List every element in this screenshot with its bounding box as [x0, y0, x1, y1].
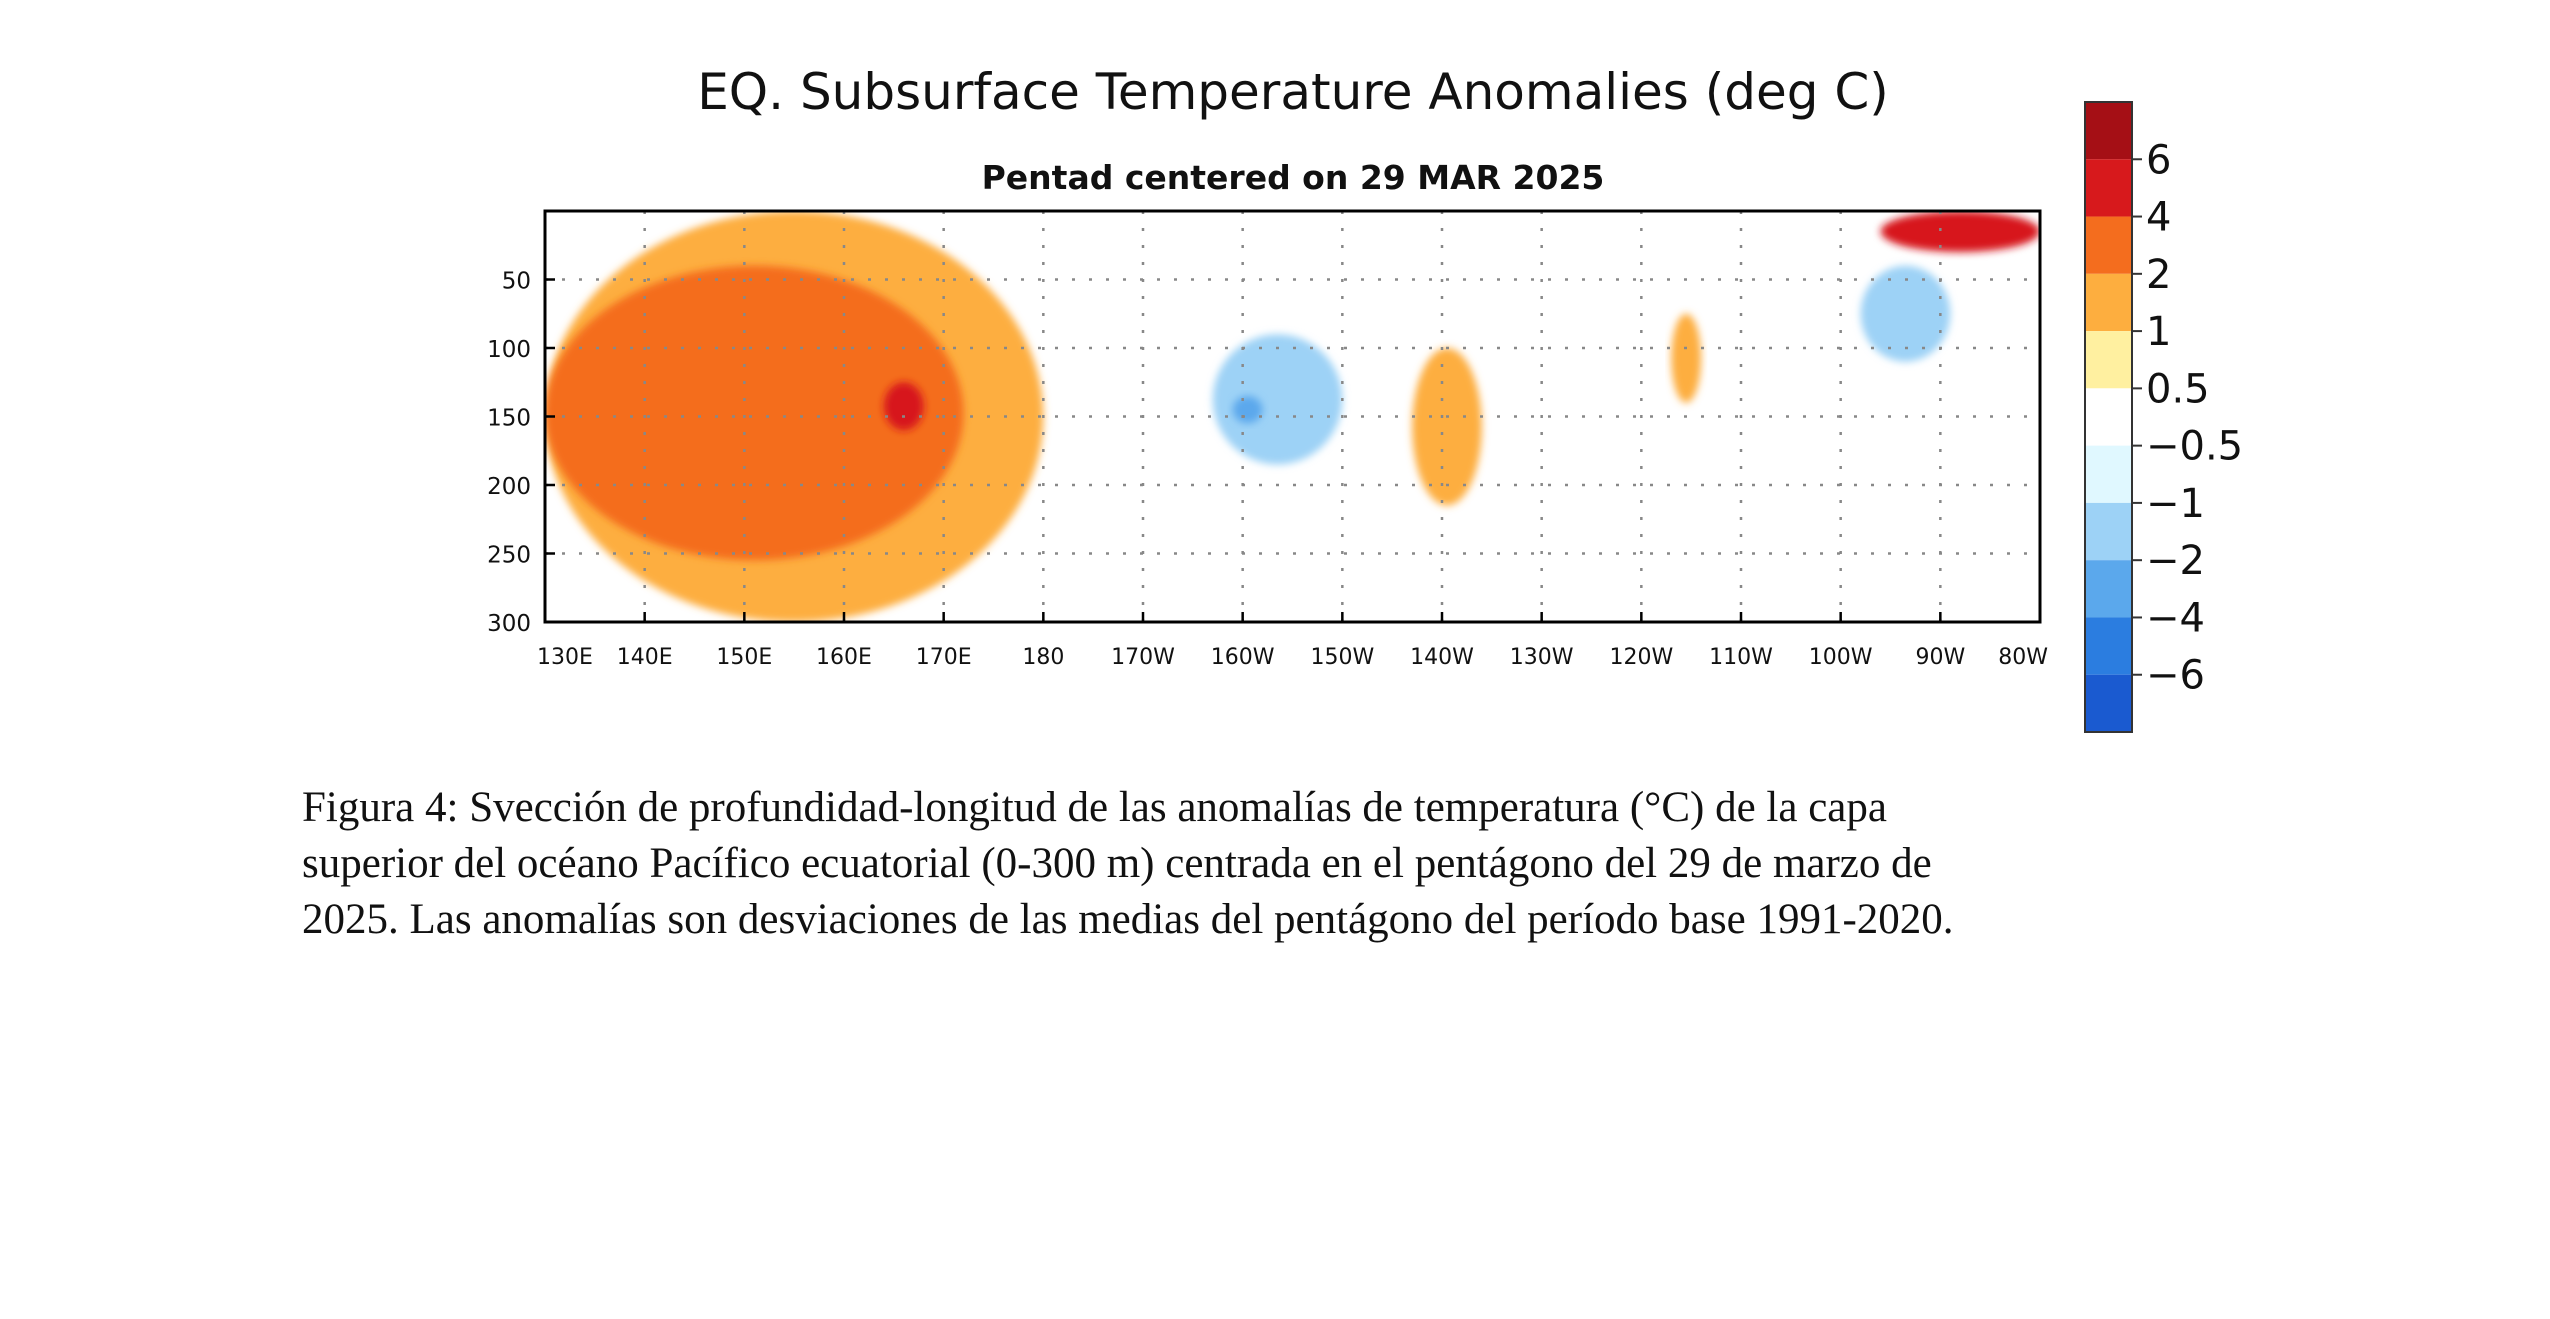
y-tick-label-5: 250	[487, 543, 531, 569]
y-tick-label-4: 200	[487, 474, 531, 500]
anomaly-region-6	[993, 211, 1741, 294]
y-tick-label-1: 50	[502, 269, 531, 295]
x-tick-label-1: 130E	[537, 645, 593, 670]
colorbar-swatch-7	[2085, 445, 2132, 503]
chart-title: EQ. Subsurface Temperature Anomalies (de…	[697, 63, 1889, 121]
anomaly-contours	[545, 211, 2040, 622]
y-tick-label-3: 150	[487, 406, 531, 432]
colorbar-swatch-6	[2085, 388, 2132, 446]
colorbar-label-1: 6	[2146, 137, 2171, 183]
anomaly-region-1	[545, 265, 964, 561]
colorbar-label-5: 0.5	[2146, 366, 2210, 412]
colorbar-label-3: 2	[2146, 252, 2171, 298]
caption-line-3: 2025. Las anomalías son desviaciones de …	[302, 896, 1954, 943]
colorbar-frame	[2084, 101, 2133, 733]
x-tick-label-7: 170W	[1111, 645, 1175, 670]
x-tick-label-10: 140W	[1410, 645, 1474, 670]
x-tick-label-9: 150W	[1310, 645, 1374, 670]
x-tick-label-2: 140E	[617, 645, 673, 670]
colorbar-label-10: −6	[2146, 653, 2205, 699]
colorbar-swatch-3	[2085, 216, 2132, 274]
caption-line-1: Figura 4: Svección de profundidad-longit…	[302, 784, 1887, 831]
x-tick-label-6: 180	[1022, 645, 1064, 670]
figure-caption: Figura 4: Svección de profundidad-longit…	[302, 780, 2302, 948]
x-tick-label-5: 170E	[916, 645, 972, 670]
colorbar-label-7: −1	[2146, 481, 2205, 527]
x-tick-label-8: 160W	[1211, 645, 1275, 670]
anomaly-region-4	[1212, 334, 1343, 465]
chart-subtitle: Pentad centered on 29 MAR 2025	[982, 158, 1605, 197]
colorbar-swatch-1	[2085, 102, 2132, 160]
colorbar-label-4: 1	[2146, 309, 2171, 355]
anomaly-region-2	[883, 382, 924, 431]
colorbar-swatch-5	[2085, 331, 2132, 389]
colorbar-swatch-4	[2085, 273, 2132, 332]
colorbar: 6 4 2 1 0.5 −0.5 −1 −2 −4 −6	[2084, 101, 2243, 733]
anomaly-figure: EQ. Subsurface Temperature Anomalies (de…	[487, 63, 2243, 733]
x-tick-label-16: 80W	[1998, 645, 2048, 670]
colorbar-label-6: −0.5	[2146, 424, 2243, 470]
plot-area: 130E 140E 150E 160E 170E 180 170W 160W 150W 140W 1…	[487, 209, 2048, 670]
anomaly-region-5	[1232, 395, 1263, 424]
anomaly-region-8	[1671, 313, 1702, 403]
anomaly-region-9	[1860, 265, 1951, 362]
x-tick-label-15: 90W	[1915, 645, 1965, 670]
gridlines	[545, 211, 2040, 622]
x-tick-label-14: 100W	[1809, 645, 1873, 670]
anomaly-region-7	[1412, 348, 1482, 506]
colorbar-swatch-9	[2085, 560, 2132, 618]
x-tick-label-3: 150E	[716, 645, 772, 670]
x-tick-label-12: 120W	[1609, 645, 1673, 670]
colorbar-swatch-8	[2085, 502, 2132, 561]
x-tick-label-4: 160E	[816, 645, 872, 670]
colorbar-label-9: −4	[2146, 595, 2205, 641]
colorbar-swatch-10	[2085, 617, 2132, 675]
y-tick-label-2: 100	[487, 337, 531, 363]
y-tick-label-6: 300	[487, 611, 531, 637]
anomaly-region-10	[1880, 211, 2040, 253]
caption-line-2: superior del océano Pacífico ecuatorial …	[302, 840, 1932, 887]
colorbar-swatch-2	[2085, 159, 2132, 217]
colorbar-label-2: 4	[2146, 195, 2171, 241]
colorbar-swatch-11	[2085, 674, 2132, 732]
y-axis: 50 100 150 200 250 300	[487, 269, 555, 637]
x-axis: 130E 140E 150E 160E 170E 180 170W 160W 150W 140W 1…	[537, 612, 2048, 670]
x-tick-label-13: 110W	[1709, 645, 1773, 670]
x-tick-label-11: 130W	[1510, 645, 1574, 670]
colorbar-label-8: −2	[2146, 538, 2205, 584]
